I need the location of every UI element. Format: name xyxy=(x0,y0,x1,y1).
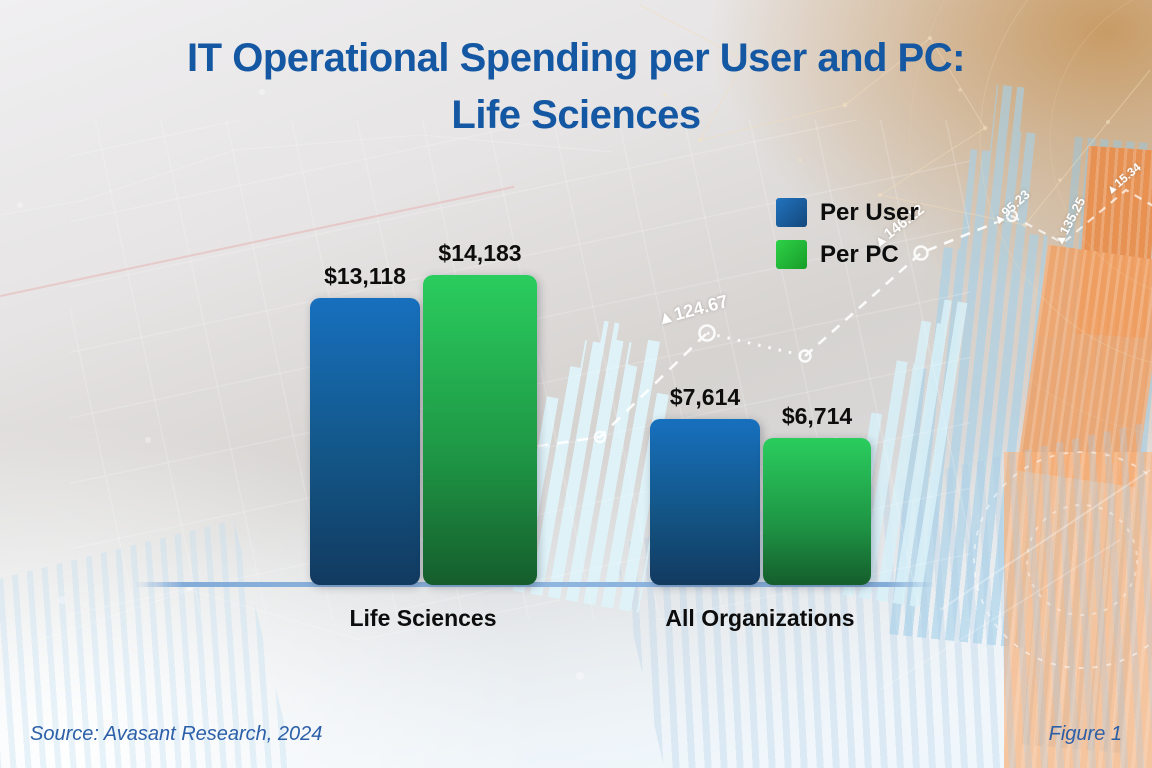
legend-item-per-pc: Per PC xyxy=(776,240,919,269)
legend-swatch-per-pc xyxy=(776,240,807,269)
data-label-all-organizations-per-pc: $6,714 xyxy=(781,403,853,429)
figure-number: Figure 1 xyxy=(1048,723,1122,745)
bar-all-organizations-per-user: $7,614 xyxy=(650,384,760,585)
bar-all-organizations-per-pc: $6,714 xyxy=(763,403,871,585)
data-label-all-organizations-per-user: $7,614 xyxy=(669,384,741,410)
bar-life-sciences-per-user: $13,118 xyxy=(310,263,420,585)
legend-item-per-user: Per User xyxy=(776,198,919,227)
bar-life-sciences-per-pc: $14,183 xyxy=(423,240,537,585)
chart-legend: Per User Per PC xyxy=(776,198,919,282)
data-label-life-sciences-per-pc: $14,183 xyxy=(438,240,522,266)
legend-label-per-user: Per User xyxy=(820,198,919,226)
footer: Source: Avasant Research, 2024 Figure 1 xyxy=(30,723,1122,746)
legend-label-per-pc: Per PC xyxy=(820,240,899,268)
source-credit: Source: Avasant Research, 2024 xyxy=(30,723,323,745)
chart-title-line1: IT Operational Spending per User and PC: xyxy=(187,36,965,80)
category-label-all-organizations: All Organizations xyxy=(665,605,855,631)
data-label-life-sciences-per-user: $13,118 xyxy=(324,263,406,289)
chart-title-line2: Life Sciences xyxy=(451,93,701,137)
chart-title: IT Operational Spending per User and PC:… xyxy=(0,30,1152,144)
legend-swatch-per-user xyxy=(776,198,807,227)
category-label-life-sciences: Life Sciences xyxy=(349,605,497,631)
